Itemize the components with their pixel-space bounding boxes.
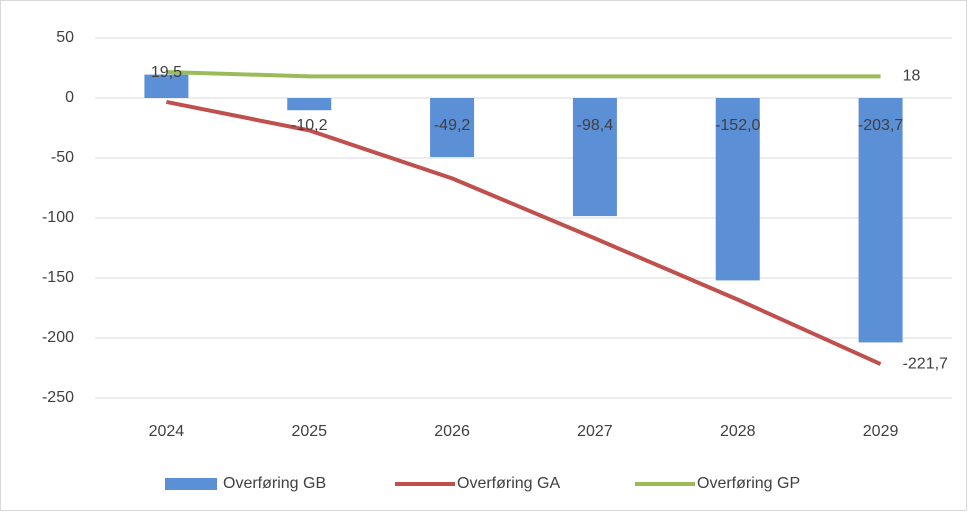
- legend-label: Overføring GA: [457, 475, 560, 492]
- data-label: -10,2: [291, 117, 328, 134]
- x-tick-label: 2027: [577, 423, 613, 440]
- data-label: -152,0: [715, 117, 760, 134]
- y-tick-label: 0: [65, 89, 74, 106]
- x-tick-label: 2025: [291, 423, 327, 440]
- bar: [572, 98, 617, 217]
- bar: [430, 98, 475, 158]
- y-tick-label: -150: [42, 269, 74, 286]
- data-label: 19,5: [151, 64, 182, 81]
- data-label: -98,4: [577, 117, 614, 134]
- line-series: [166, 69, 881, 79]
- y-tick-label: -100: [42, 209, 74, 226]
- data-label: 18: [903, 68, 921, 85]
- bar: [287, 98, 332, 111]
- bar: [858, 98, 903, 343]
- x-tick-label: 2024: [149, 423, 185, 440]
- bar: [715, 98, 760, 281]
- y-tick-label: -250: [42, 389, 74, 406]
- legend-swatch: [165, 478, 217, 490]
- data-label: -221,7: [903, 355, 948, 372]
- data-label: -203,7: [858, 117, 903, 134]
- legend-label: Overføring GP: [697, 475, 800, 492]
- y-tick-label: -200: [42, 329, 74, 346]
- y-tick-label: 50: [56, 29, 74, 46]
- x-tick-label: 2028: [720, 423, 756, 440]
- data-label: -49,2: [434, 117, 471, 134]
- bar: [144, 74, 189, 98]
- x-tick-label: 2029: [863, 423, 899, 440]
- y-tick-label: -50: [51, 149, 74, 166]
- legend-label: Overføring GB: [223, 475, 326, 492]
- x-tick-label: 2026: [434, 423, 470, 440]
- line-series: [166, 99, 882, 366]
